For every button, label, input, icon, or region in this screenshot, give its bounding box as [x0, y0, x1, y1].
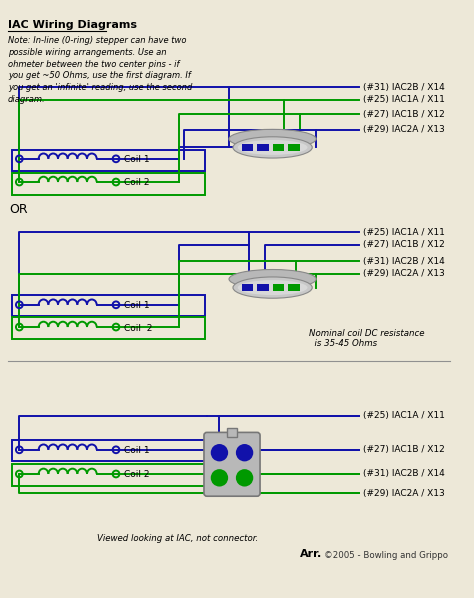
Bar: [242, 144, 253, 151]
Text: (#27) IAC1B / X12: (#27) IAC1B / X12: [364, 446, 445, 454]
Ellipse shape: [229, 129, 316, 148]
Bar: [227, 428, 237, 437]
Text: (#29) IAC2A / X13: (#29) IAC2A / X13: [364, 126, 445, 135]
Text: IAC Wiring Diagrams: IAC Wiring Diagrams: [8, 20, 137, 30]
Ellipse shape: [238, 280, 308, 295]
Bar: [11, 464, 205, 486]
Text: OR: OR: [9, 203, 28, 216]
Text: Coil 2: Coil 2: [124, 178, 149, 188]
Text: (#27) IAC1B / X12: (#27) IAC1B / X12: [364, 110, 445, 119]
Bar: [11, 440, 205, 462]
Circle shape: [236, 469, 253, 487]
Bar: [11, 318, 205, 338]
Text: (#31) IAC2B / X14: (#31) IAC2B / X14: [364, 469, 445, 478]
Text: ©2005 - Bowling and Grippo: ©2005 - Bowling and Grippo: [324, 551, 448, 560]
Bar: [288, 284, 300, 291]
Bar: [288, 144, 300, 151]
Bar: [273, 144, 284, 151]
Text: Arr.: Arr.: [300, 550, 322, 559]
Text: Coil 2: Coil 2: [124, 471, 149, 480]
FancyBboxPatch shape: [204, 432, 260, 496]
Bar: [273, 284, 284, 291]
Text: (#31) IAC2B / X14: (#31) IAC2B / X14: [364, 257, 445, 266]
Text: Coil 1: Coil 1: [124, 155, 149, 164]
Text: Coil 1: Coil 1: [124, 301, 149, 310]
Text: (#25) IAC1A / X11: (#25) IAC1A / X11: [364, 95, 446, 105]
Text: (#25) IAC1A / X11: (#25) IAC1A / X11: [364, 228, 446, 237]
Text: Coil 1: Coil 1: [124, 446, 149, 455]
Text: Coil  2: Coil 2: [124, 324, 152, 332]
Text: (#29) IAC2A / X13: (#29) IAC2A / X13: [364, 269, 445, 278]
Circle shape: [211, 444, 228, 462]
Text: Viewed looking at IAC, not connector.: Viewed looking at IAC, not connector.: [97, 534, 258, 543]
Circle shape: [236, 444, 253, 462]
Bar: [11, 295, 205, 316]
Text: (#29) IAC2A / X13: (#29) IAC2A / X13: [364, 489, 445, 498]
Ellipse shape: [238, 140, 308, 155]
Bar: [11, 173, 205, 194]
Circle shape: [211, 469, 228, 487]
Text: (#31) IAC2B / X14: (#31) IAC2B / X14: [364, 83, 445, 92]
Text: Note: In-line (0-ring) stepper can have two
possible wiring arrangements. Use an: Note: In-line (0-ring) stepper can have …: [8, 36, 192, 104]
Bar: [257, 144, 269, 151]
Bar: [257, 284, 269, 291]
Text: (#25) IAC1A / X11: (#25) IAC1A / X11: [364, 411, 446, 420]
Text: (#27) IAC1B / X12: (#27) IAC1B / X12: [364, 240, 445, 249]
Ellipse shape: [233, 277, 312, 298]
Ellipse shape: [233, 137, 312, 158]
Ellipse shape: [229, 270, 316, 289]
Bar: [242, 284, 253, 291]
Text: Nominal coil DC resistance
  is 35-45 Ohms: Nominal coil DC resistance is 35-45 Ohms: [310, 329, 425, 349]
Bar: [11, 150, 205, 172]
